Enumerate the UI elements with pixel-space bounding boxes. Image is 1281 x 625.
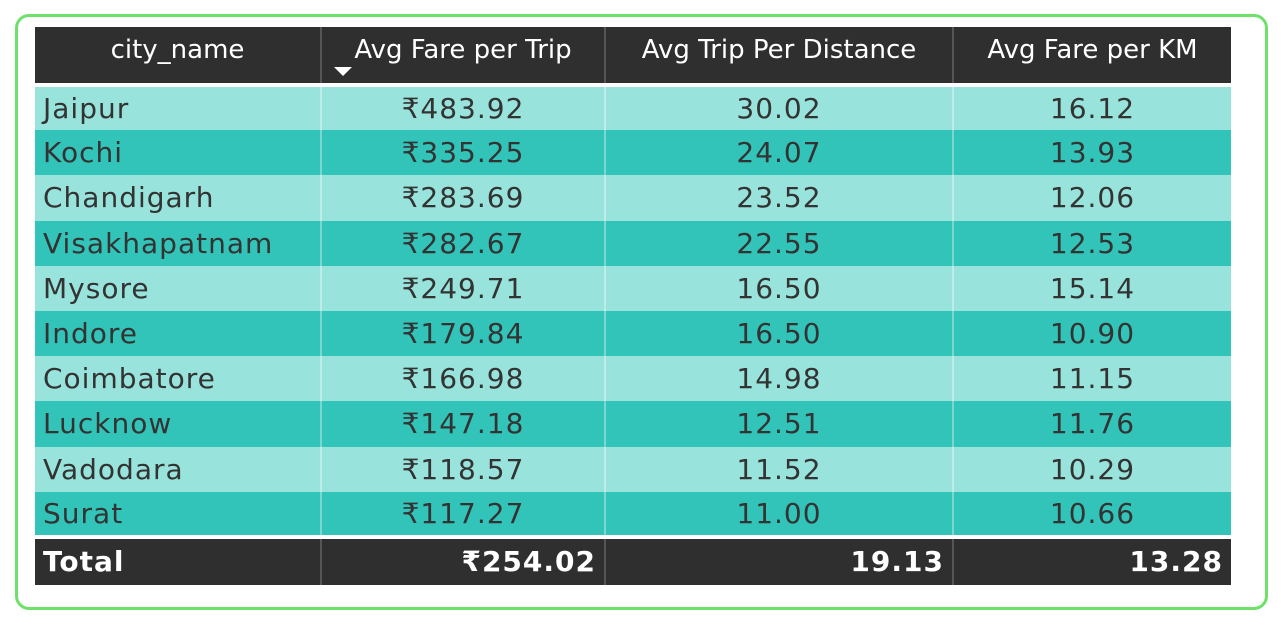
- total-avg-fare-per-km: 13.28: [952, 534, 1231, 585]
- city-name-cell: Chandigarh: [35, 175, 321, 221]
- avg-trip-per-distance-cell: 16.50: [604, 265, 953, 311]
- avg-trip-per-distance-cell: 16.50: [604, 310, 953, 357]
- avg-fare-per-trip-cell: ₹283.69: [320, 175, 605, 221]
- header-row: city_name Avg Fare per Trip Avg Trip Per…: [35, 27, 1231, 85]
- avg-fare-per-km-cell: 12.06: [952, 175, 1231, 221]
- avg-fare-per-km-cell: 11.76: [952, 401, 1231, 447]
- table-row[interactable]: Kochi ₹335.25 24.07 13.93: [35, 130, 1231, 176]
- avg-fare-per-km-cell: 16.12: [952, 82, 1231, 131]
- column-header-avg-fare-per-km[interactable]: Avg Fare per KM: [952, 27, 1231, 85]
- avg-fare-per-trip-cell: ₹335.25: [320, 130, 605, 176]
- city-name-cell: Mysore: [35, 265, 321, 311]
- avg-trip-per-distance-cell: 11.52: [604, 446, 953, 492]
- city-name-cell: Lucknow: [35, 401, 321, 447]
- avg-fare-per-km-cell: 15.14: [952, 265, 1231, 311]
- column-header-city-name[interactable]: city_name: [35, 27, 321, 85]
- avg-trip-per-distance-cell: 23.52: [604, 175, 953, 221]
- city-name-cell: Visakhapatnam: [35, 220, 321, 266]
- table-row[interactable]: Lucknow ₹147.18 12.51 11.76: [35, 401, 1231, 447]
- total-row: Total ₹254.02 19.13 13.28: [35, 534, 1231, 585]
- avg-fare-per-trip-cell: ₹166.98: [320, 356, 605, 402]
- city-name-cell: Jaipur: [35, 82, 321, 131]
- avg-fare-per-trip-cell: ₹282.67: [320, 220, 605, 266]
- table-row[interactable]: Chandigarh ₹283.69 23.52 12.06: [35, 175, 1231, 221]
- total-label: Total: [35, 534, 321, 585]
- avg-fare-per-trip-cell: ₹118.57: [320, 446, 605, 492]
- avg-fare-per-km-cell: 11.15: [952, 356, 1231, 402]
- avg-fare-per-trip-cell: ₹179.84: [320, 310, 605, 357]
- column-header-label: Avg Fare per KM: [987, 35, 1198, 65]
- avg-trip-per-distance-cell: 30.02: [604, 82, 953, 131]
- sort-descending-icon[interactable]: [334, 67, 352, 76]
- total-avg-fare-per-trip: ₹254.02: [320, 534, 605, 585]
- avg-trip-per-distance-cell: 14.98: [604, 356, 953, 402]
- city-fare-table: city_name Avg Fare per Trip Avg Trip Per…: [35, 27, 1231, 585]
- avg-fare-per-trip-cell: ₹117.27: [320, 491, 605, 537]
- table-row[interactable]: Indore ₹179.84 16.50 10.90: [35, 310, 1231, 357]
- city-name-cell: Kochi: [35, 130, 321, 176]
- avg-fare-per-km-cell: 10.66: [952, 491, 1231, 537]
- avg-trip-per-distance-cell: 22.55: [604, 220, 953, 266]
- column-header-avg-trip-per-distance[interactable]: Avg Trip Per Distance: [604, 27, 953, 85]
- avg-fare-per-km-cell: 10.90: [952, 310, 1231, 357]
- table-row[interactable]: Jaipur ₹483.92 30.02 16.12: [35, 82, 1231, 131]
- table-row[interactable]: Vadodara ₹118.57 11.52 10.29: [35, 446, 1231, 492]
- avg-trip-per-distance-cell: 12.51: [604, 401, 953, 447]
- city-name-cell: Surat: [35, 491, 321, 537]
- column-header-label: Avg Trip Per Distance: [641, 35, 917, 65]
- avg-fare-per-trip-cell: ₹249.71: [320, 265, 605, 311]
- avg-fare-per-km-cell: 12.53: [952, 220, 1231, 266]
- column-header-label: Avg Fare per Trip: [354, 35, 572, 65]
- table-body: Jaipur ₹483.92 30.02 16.12 Kochi ₹335.25 24.07…: [35, 82, 1231, 537]
- column-header-avg-fare-per-trip[interactable]: Avg Fare per Trip: [320, 27, 605, 85]
- avg-fare-per-km-cell: 13.93: [952, 130, 1231, 176]
- avg-fare-per-trip-cell: ₹483.92: [320, 82, 605, 131]
- table-row[interactable]: Surat ₹117.27 11.00 10.66: [35, 491, 1231, 537]
- avg-trip-per-distance-cell: 24.07: [604, 130, 953, 176]
- avg-trip-per-distance-cell: 11.00: [604, 491, 953, 537]
- avg-fare-per-km-cell: 10.29: [952, 446, 1231, 492]
- column-header-label: city_name: [110, 35, 245, 65]
- total-avg-trip-per-distance: 19.13: [604, 534, 953, 585]
- table-row[interactable]: Coimbatore ₹166.98 14.98 11.15: [35, 356, 1231, 402]
- city-name-cell: Coimbatore: [35, 356, 321, 402]
- table-row[interactable]: Visakhapatnam ₹282.67 22.55 12.53: [35, 220, 1231, 266]
- avg-fare-per-trip-cell: ₹147.18: [320, 401, 605, 447]
- city-name-cell: Vadodara: [35, 446, 321, 492]
- table-row[interactable]: Mysore ₹249.71 16.50 15.14: [35, 265, 1231, 311]
- city-name-cell: Indore: [35, 310, 321, 357]
